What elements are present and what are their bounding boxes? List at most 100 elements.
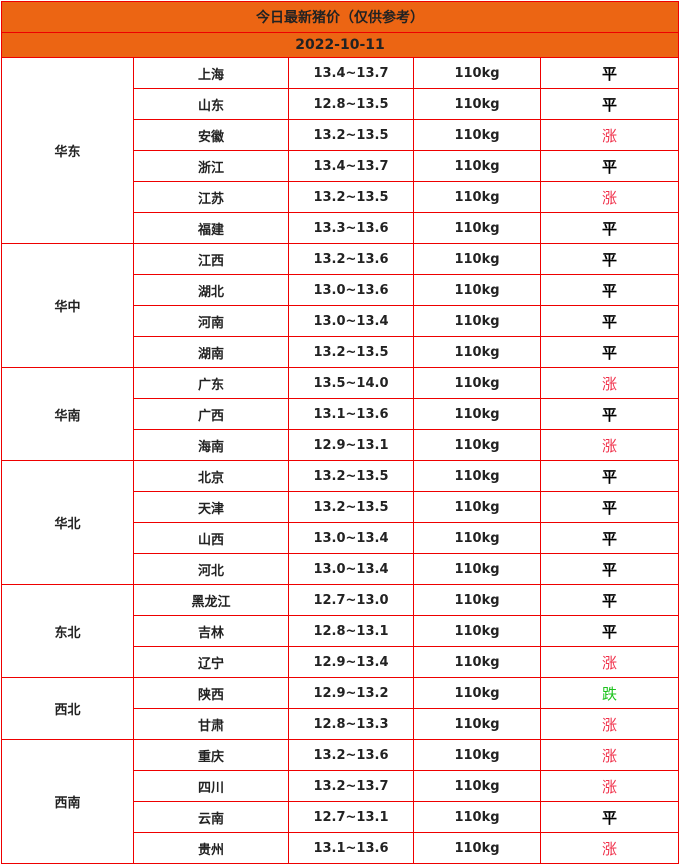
price-range-cell: 13.2~13.5 (288, 119, 414, 151)
trend-cell: 涨 (539, 367, 679, 399)
table-row: 浙江 13.4~13.7 110kg 平 (2, 150, 679, 182)
weight-cell: 110kg (413, 212, 541, 244)
weight-cell: 110kg (413, 88, 541, 120)
trend-cell: 平 (539, 150, 679, 182)
trend-cell: 涨 (539, 739, 679, 771)
table-row: 河北 13.0~13.4 110kg 平 (2, 553, 679, 585)
price-range-cell: 13.1~13.6 (288, 398, 414, 430)
province-cell: 湖北 (133, 274, 289, 306)
trend-cell: 涨 (539, 832, 679, 864)
trend-cell: 平 (539, 398, 679, 430)
table-row: 天津 13.2~13.5 110kg 平 (2, 491, 679, 523)
trend-cell: 平 (539, 212, 679, 244)
weight-cell: 110kg (413, 801, 541, 833)
weight-cell: 110kg (413, 584, 541, 616)
weight-cell: 110kg (413, 832, 541, 864)
province-cell: 河北 (133, 553, 289, 585)
price-range-cell: 13.2~13.6 (288, 739, 414, 771)
province-cell: 贵州 (133, 832, 289, 864)
trend-cell: 平 (539, 57, 679, 89)
weight-cell: 110kg (413, 367, 541, 399)
trend-cell: 平 (539, 615, 679, 647)
price-range-cell: 13.4~13.7 (288, 150, 414, 182)
trend-cell: 平 (539, 460, 679, 492)
table-row: 山东 12.8~13.5 110kg 平 (2, 88, 679, 120)
province-cell: 四川 (133, 770, 289, 802)
province-cell: 广西 (133, 398, 289, 430)
price-range-cell: 12.9~13.1 (288, 429, 414, 461)
weight-cell: 110kg (413, 708, 541, 740)
price-range-cell: 13.0~13.4 (288, 305, 414, 337)
weight-cell: 110kg (413, 243, 541, 275)
region-cell: 西北 (1, 677, 134, 740)
table-date: 2022-10-11 (0, 32, 679, 58)
weight-cell: 110kg (413, 398, 541, 430)
province-cell: 福建 (133, 212, 289, 244)
price-range-cell: 13.2~13.5 (288, 491, 414, 523)
trend-cell: 平 (539, 243, 679, 275)
weight-cell: 110kg (413, 305, 541, 337)
weight-cell: 110kg (413, 491, 541, 523)
table-row: 甘肃 12.8~13.3 110kg 涨 (2, 708, 679, 740)
trend-cell: 平 (539, 553, 679, 585)
weight-cell: 110kg (413, 460, 541, 492)
trend-cell: 涨 (539, 429, 679, 461)
price-range-cell: 13.0~13.4 (288, 553, 414, 585)
trend-cell: 平 (539, 491, 679, 523)
price-range-cell: 12.8~13.5 (288, 88, 414, 120)
price-range-cell: 13.2~13.5 (288, 460, 414, 492)
trend-cell: 平 (539, 336, 679, 368)
province-cell: 重庆 (133, 739, 289, 771)
price-range-cell: 13.2~13.5 (288, 336, 414, 368)
price-range-cell: 13.4~13.7 (288, 57, 414, 89)
region-cell: 华中 (1, 243, 134, 368)
table-row: 东北 黑龙江 12.7~13.0 110kg 平 (1, 584, 679, 678)
region-cell: 华北 (1, 460, 134, 585)
trend-cell: 涨 (539, 646, 679, 678)
region-cell: 华东 (1, 57, 134, 244)
price-range-cell: 12.9~13.4 (288, 646, 414, 678)
province-cell: 辽宁 (133, 646, 289, 678)
region-cell: 西南 (1, 739, 134, 864)
table-row: 福建 13.3~13.6 110kg 平 (2, 212, 679, 244)
price-range-cell: 13.2~13.6 (288, 243, 414, 275)
weight-cell: 110kg (413, 646, 541, 678)
trend-cell: 平 (539, 522, 679, 554)
province-cell: 吉林 (133, 615, 289, 647)
province-cell: 安徽 (133, 119, 289, 151)
weight-cell: 110kg (413, 150, 541, 182)
price-range-cell: 12.7~13.0 (288, 584, 414, 616)
province-cell: 北京 (133, 460, 289, 492)
price-range-cell: 12.7~13.1 (288, 801, 414, 833)
table-row: 华南 广东 13.5~14.0 110kg 涨 (1, 367, 679, 461)
trend-cell: 涨 (539, 181, 679, 213)
price-range-cell: 13.2~13.5 (288, 181, 414, 213)
weight-cell: 110kg (413, 336, 541, 368)
price-range-cell: 13.3~13.6 (288, 212, 414, 244)
weight-cell: 110kg (413, 677, 541, 709)
province-cell: 河南 (133, 305, 289, 337)
weight-cell: 110kg (413, 429, 541, 461)
trend-cell: 涨 (539, 119, 679, 151)
table-row: 贵州 13.1~13.6 110kg 涨 (2, 832, 679, 864)
province-cell: 甘肃 (133, 708, 289, 740)
region-cell: 东北 (1, 584, 134, 678)
province-cell: 天津 (133, 491, 289, 523)
table-row: 西北 陕西 12.9~13.2 110kg 跌 (1, 677, 679, 740)
price-range-cell: 12.8~13.3 (288, 708, 414, 740)
price-range-cell: 13.1~13.6 (288, 832, 414, 864)
weight-cell: 110kg (413, 522, 541, 554)
table-row: 河南 13.0~13.4 110kg 平 (2, 305, 679, 337)
weight-cell: 110kg (413, 739, 541, 771)
table-title: 今日最新猪价（仅供参考） (0, 1, 679, 33)
province-cell: 广东 (133, 367, 289, 399)
price-range-cell: 13.2~13.7 (288, 770, 414, 802)
province-cell: 浙江 (133, 150, 289, 182)
province-cell: 江苏 (133, 181, 289, 213)
trend-cell: 跌 (539, 677, 679, 709)
trend-cell: 涨 (539, 708, 679, 740)
trend-cell: 平 (539, 274, 679, 306)
province-cell: 湖南 (133, 336, 289, 368)
table-row: 西南 重庆 13.2~13.6 110kg 涨 (1, 739, 679, 864)
